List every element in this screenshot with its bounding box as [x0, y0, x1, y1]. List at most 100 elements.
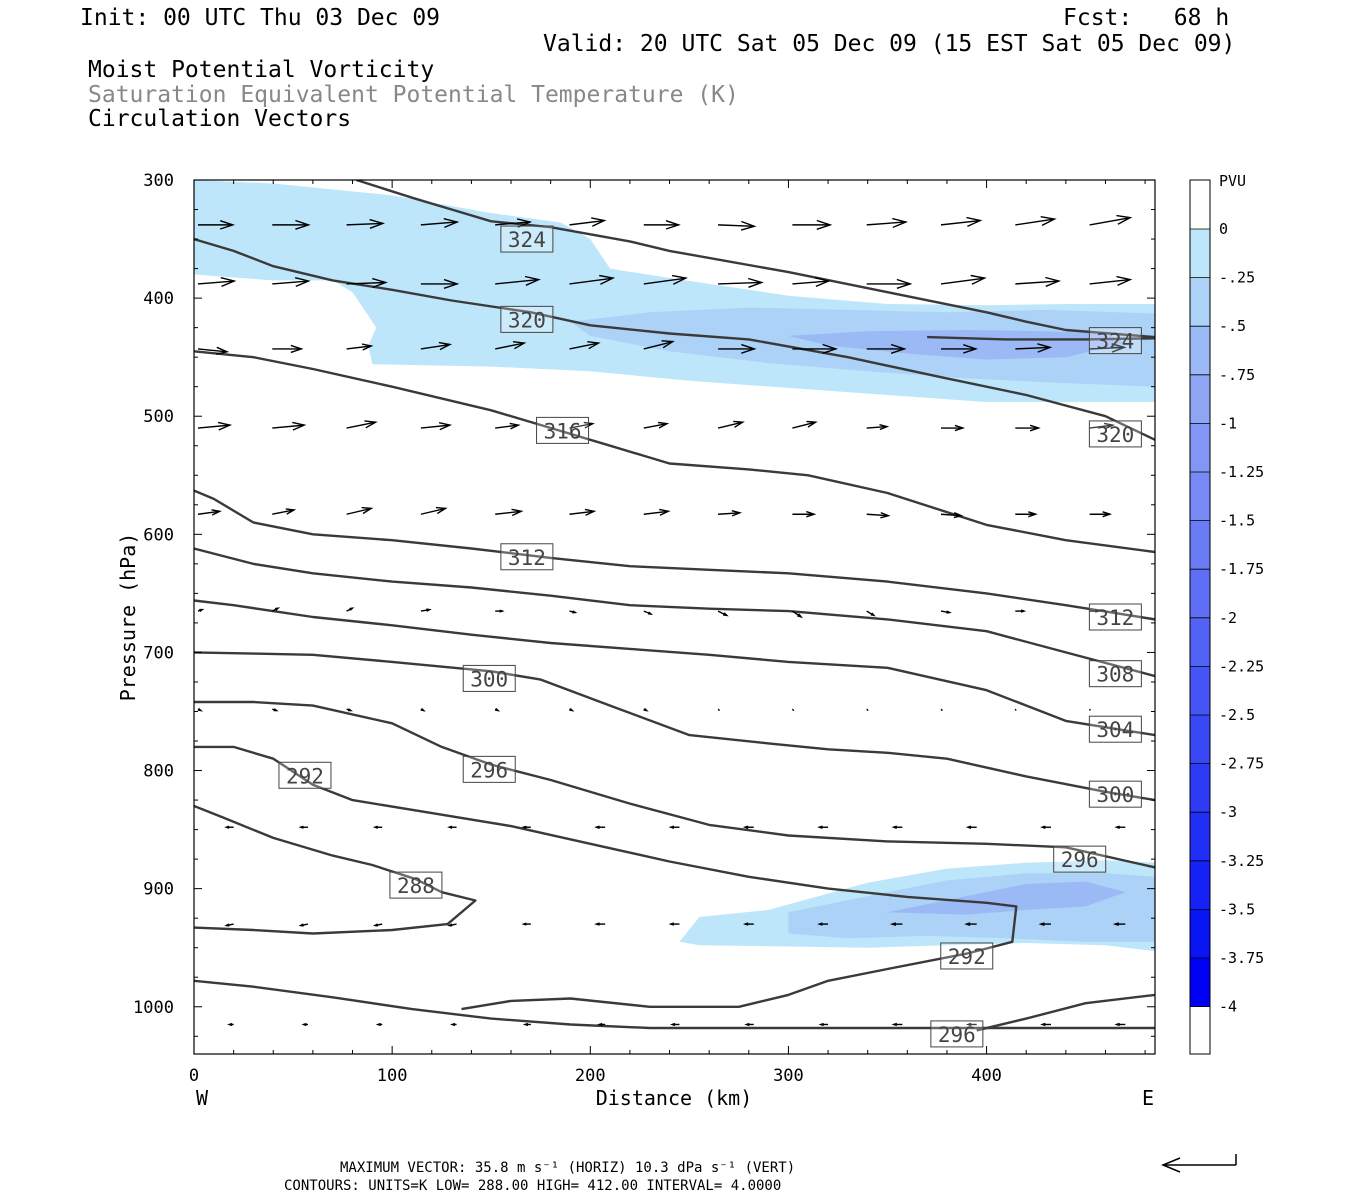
- pv-region: [887, 881, 1126, 915]
- colorbar-swatch: [1190, 666, 1210, 715]
- wind-vector: [866, 708, 869, 712]
- wind-vector: [1114, 825, 1126, 829]
- colorbar-level-label: -.5: [1219, 317, 1246, 335]
- wind-vector: [1089, 275, 1133, 287]
- wind-vector: [1089, 214, 1133, 226]
- colorbar-swatch: [1190, 909, 1210, 958]
- wind-vector: [742, 922, 754, 926]
- y-tick-label: 800: [143, 762, 174, 782]
- wind-vector: [272, 277, 311, 288]
- wind-vector: [792, 420, 818, 429]
- wind-vector: [940, 216, 983, 228]
- wind-vector: [346, 420, 378, 429]
- wind-vector: [965, 1022, 977, 1027]
- thetae-contour-304: [194, 599, 1155, 737]
- reference-vector-icon: [1161, 1154, 1237, 1173]
- wind-vector: [866, 610, 876, 617]
- contour-label: 312: [500, 543, 554, 571]
- colorbar-swatch: [1190, 374, 1210, 424]
- wind-vector: [1313, 280, 1350, 289]
- contour-label: 312: [1088, 603, 1142, 631]
- wind-vector: [818, 1022, 829, 1027]
- colorbar-level-label: -3.75: [1219, 949, 1264, 967]
- init-time: Init: 00 UTC Thu 03 Dec 09: [80, 5, 441, 31]
- wind-vector: [1038, 922, 1051, 926]
- contour-label: 288: [389, 871, 443, 899]
- x-tick-label: 200: [575, 1066, 606, 1086]
- thetae-contour-288: [194, 804, 477, 935]
- wind-vector: [669, 1022, 680, 1027]
- contour-label-text: 324: [508, 228, 546, 252]
- y-tick-label: 500: [143, 407, 174, 427]
- max-vector-text: MAXIMUM VECTOR: 35.8 m s⁻¹ (HORIZ) 10.3 …: [340, 1160, 795, 1176]
- contour-labels: 324 324 320 320 316 312 312 308 304 300 300 296 296 2…: [278, 225, 1142, 1048]
- wind-vector: [197, 220, 236, 230]
- wind-vector: [372, 923, 383, 927]
- forecast-hour: Fcst: 68 h: [1063, 5, 1230, 31]
- wind-vector: [420, 278, 460, 289]
- wind-vector: [495, 218, 533, 228]
- x-tick-label: 400: [971, 1066, 1002, 1086]
- colorbar-swatch: [1190, 569, 1210, 618]
- wind-vector: [891, 825, 903, 829]
- wind-vector: [1089, 511, 1113, 518]
- axes: 300 400 500 600 700 800 900 1000 0 100 200 300 400: [133, 171, 1155, 1086]
- wind-vector: [1313, 611, 1320, 614]
- wind-vector: [375, 1022, 383, 1027]
- thetae-contour-292: [194, 745, 1018, 1011]
- contour-label-text: 292: [286, 764, 324, 788]
- wind-vector: [940, 274, 987, 285]
- wind-vector: [940, 512, 964, 519]
- wind-vector: [521, 922, 531, 926]
- colorbar-level-label: -1.25: [1219, 463, 1264, 481]
- wind-vector: [718, 510, 743, 517]
- wind-vector: [346, 506, 374, 515]
- y-tick-label: 600: [143, 525, 174, 545]
- field-title-thetae: Saturation Equivalent Potential Temperat…: [88, 82, 739, 108]
- wind-vector: [522, 1022, 531, 1027]
- colorbar-swatch: [1190, 715, 1210, 764]
- contour-label: 324: [500, 225, 554, 253]
- wind-vector: [224, 825, 234, 829]
- wind-vector: [495, 422, 521, 430]
- wind-vector: [1164, 424, 1183, 429]
- colorbar-level-label: -.25: [1219, 269, 1255, 287]
- wind-vector: [447, 923, 457, 927]
- wind-vector: [792, 610, 803, 619]
- thetae-contour-296: [194, 979, 1155, 1030]
- contour-label: 324: [1088, 327, 1142, 355]
- wind-vector: [420, 341, 453, 351]
- field-title-pv: Moist Potential Vorticity: [88, 57, 435, 83]
- contour-label: 296: [1053, 845, 1107, 873]
- contour-label-text: 296: [1061, 848, 1099, 872]
- wind-vector: [1313, 709, 1314, 710]
- wind-vector: [1238, 611, 1245, 613]
- wind-vector: [272, 219, 311, 230]
- wind-vector: [940, 708, 943, 712]
- x-axis-title: Distance (km): [596, 1086, 753, 1110]
- contour-label-text: 296: [470, 758, 508, 782]
- y-tick-label: 700: [143, 643, 174, 663]
- thetae-contour-316: [194, 350, 1155, 554]
- contour-label-text: 320: [508, 308, 546, 332]
- y-tick-label: 400: [143, 289, 174, 309]
- wind-vector: [569, 708, 575, 712]
- wind-vector: [1089, 422, 1116, 430]
- wind-vector: [643, 340, 675, 350]
- wind-vector: [1114, 1022, 1126, 1027]
- wind-vector: [1015, 609, 1027, 613]
- wind-vector: [272, 508, 297, 515]
- wind-vector: [643, 274, 689, 285]
- wind-vector: [866, 511, 891, 519]
- wind-vector: [791, 708, 795, 712]
- contour-label-text: 320: [1096, 423, 1134, 447]
- wind-vector: [447, 825, 457, 829]
- wind-vector: [866, 217, 909, 229]
- pv-region: [788, 330, 1126, 360]
- wind-vector: [744, 1022, 754, 1027]
- wind-vector: [941, 344, 978, 354]
- thetae-contour-320: [194, 237, 1155, 441]
- wind-vector: [224, 923, 234, 927]
- contour-label: 300: [462, 664, 516, 692]
